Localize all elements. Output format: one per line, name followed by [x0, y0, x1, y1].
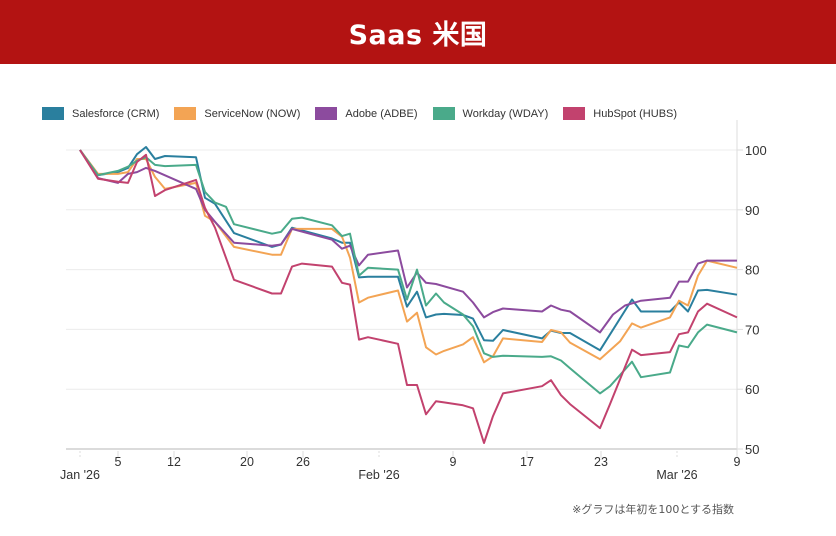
legend-label: ServiceNow (NOW) [204, 107, 301, 120]
header-banner: Saas 米国 [0, 0, 836, 64]
chart-series-lines [79, 146, 738, 444]
chart-axes: 50 60 70 80 90 100 Jan '26 5 12 20 26 Feb '26 9 17 23 M… [60, 120, 767, 482]
x-tick-label: 23 [594, 455, 608, 469]
x-tick-label: 9 [734, 455, 741, 469]
legend-label: Salesforce (CRM) [72, 107, 160, 120]
footnote: ※グラフは年初を100とする指数 [572, 503, 734, 516]
legend-item[interactable]: ServiceNow (NOW) [174, 107, 300, 120]
y-tick-label: 70 [745, 322, 759, 337]
series-line-hubspot [79, 149, 738, 444]
x-tick-label: 5 [115, 455, 122, 469]
legend-label: HubSpot (HUBS) [593, 107, 678, 120]
x-tick-label: Jan '26 [60, 468, 100, 482]
x-tick-label: 26 [296, 455, 310, 469]
y-tick-label: 100 [745, 143, 767, 158]
chart-gridlines [66, 149, 737, 450]
legend-swatch-icon [432, 107, 455, 120]
x-tick-label: 17 [520, 455, 534, 469]
y-tick-label: 50 [745, 442, 759, 457]
legend-item[interactable]: Workday (WDAY) [432, 107, 549, 120]
series-line-salesforce [79, 146, 738, 352]
legend-label: Workday (WDAY) [462, 107, 549, 120]
page-title: Saas 米国 [348, 19, 488, 51]
x-tick-label: 20 [240, 455, 254, 469]
legend-swatch-icon [174, 107, 197, 120]
series-line-workday [79, 149, 738, 395]
legend-swatch-icon [315, 107, 338, 120]
x-tick-label: Mar '26 [656, 468, 697, 482]
legend-item[interactable]: Adobe (ADBE) [315, 107, 418, 120]
legend-swatch-icon [563, 107, 586, 120]
legend-item[interactable]: Salesforce (CRM) [42, 107, 159, 120]
legend-swatch-icon [42, 107, 64, 120]
legend-item[interactable]: HubSpot (HUBS) [563, 107, 677, 120]
chart-legend: Salesforce (CRM) ServiceNow (NOW) Adobe (A… [42, 107, 692, 120]
y-tick-label: 80 [745, 263, 759, 278]
y-tick-label: 60 [745, 382, 759, 397]
y-tick-label: 90 [745, 203, 759, 218]
x-tick-label: 12 [167, 455, 181, 469]
legend-label: Adobe (ADBE) [345, 107, 418, 120]
x-tick-label: 9 [450, 455, 457, 469]
x-tick-label: Feb '26 [358, 468, 399, 482]
